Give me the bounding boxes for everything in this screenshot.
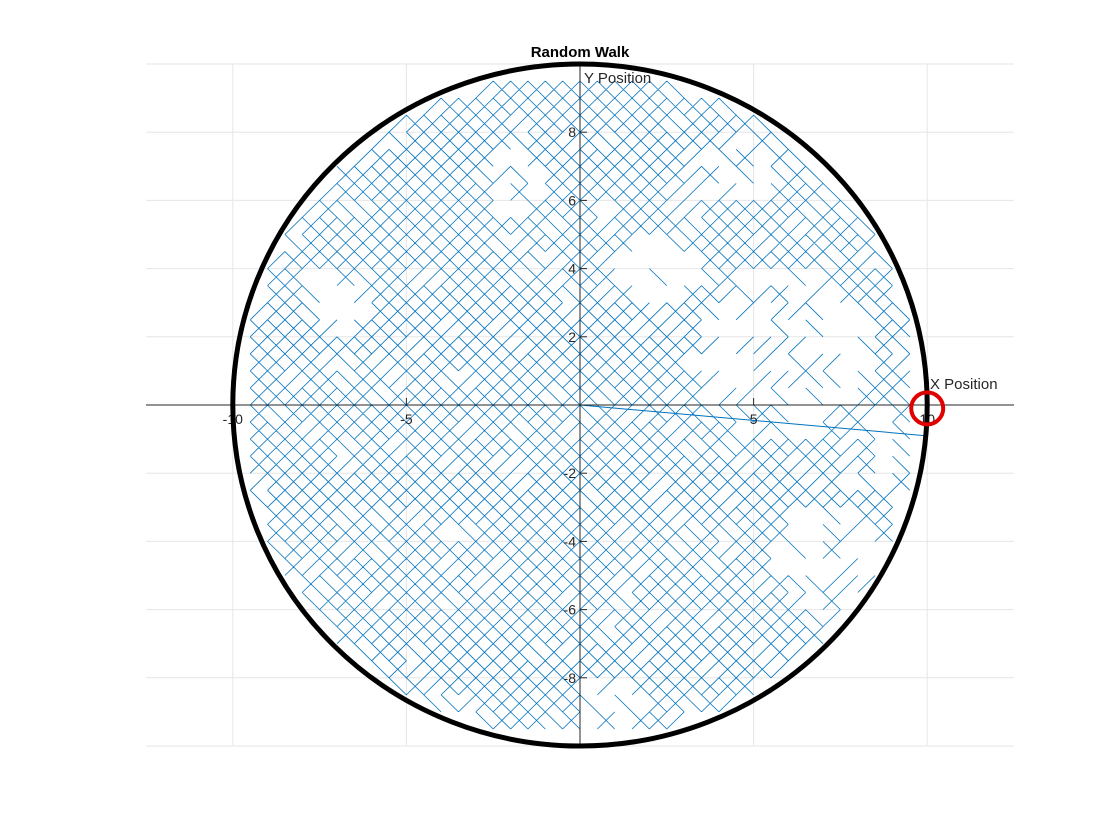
y-tick-label: 4 [568, 261, 576, 277]
y-tick-label: 6 [568, 192, 576, 208]
y-tick-label: -6 [564, 602, 577, 618]
y-tick-label: -2 [564, 465, 577, 481]
y-axis-label: Y Position [584, 70, 651, 87]
x-tick-label: 5 [750, 411, 758, 427]
chart-title: Random Walk [531, 44, 630, 61]
y-tick-label: -4 [564, 533, 577, 549]
walk-lattice-segments [249, 80, 911, 730]
walk-final-segment [579, 404, 926, 437]
y-tick-label: -8 [564, 670, 577, 686]
x-axis-label: X Position [930, 376, 998, 393]
end-point-marker [909, 390, 946, 427]
x-tick-label: -5 [400, 411, 413, 427]
boundary-circle [230, 61, 930, 749]
boundary-circle-group [230, 61, 946, 749]
y-tick-label: 2 [568, 329, 576, 345]
y-tick-label: 8 [568, 124, 576, 140]
random-walk-path [249, 80, 926, 730]
